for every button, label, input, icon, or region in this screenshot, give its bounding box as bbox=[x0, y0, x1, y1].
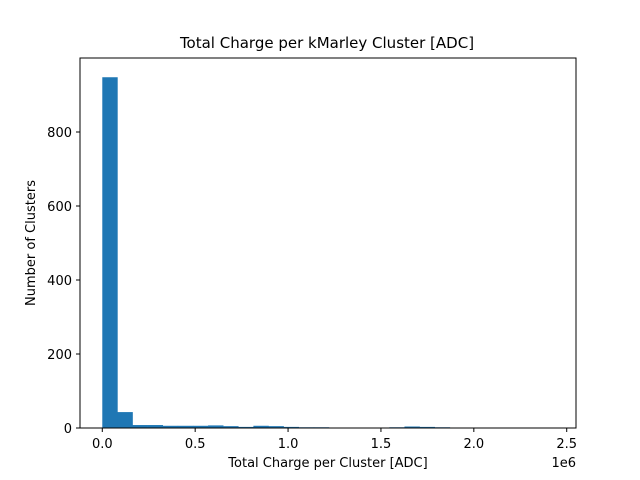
bars-group bbox=[102, 77, 556, 429]
y-tick-label: 800 bbox=[47, 126, 72, 141]
x-axis-label: Total Charge per Cluster [ADC] bbox=[227, 456, 427, 471]
x-tick-label: 2.5 bbox=[556, 437, 577, 452]
y-tick-label: 600 bbox=[47, 200, 72, 215]
histogram-bar bbox=[147, 425, 164, 428]
histogram-bar bbox=[192, 425, 209, 428]
x-tick-label: 1.5 bbox=[371, 437, 392, 452]
x-axis-ticks: 0.0 0.5 1.0 1.5 2.0 2.5 bbox=[92, 428, 577, 452]
histogram-bar bbox=[283, 426, 299, 428]
x-tick-label: 2.0 bbox=[463, 437, 484, 452]
histogram-bar bbox=[238, 426, 254, 428]
histogram-bar bbox=[253, 425, 269, 428]
y-tick-label: 0 bbox=[64, 422, 72, 437]
x-tick-label: 0.5 bbox=[185, 437, 206, 452]
histogram-bar bbox=[132, 425, 148, 428]
histogram-bar bbox=[208, 425, 224, 428]
histogram-bar bbox=[223, 426, 239, 428]
x-axis-offset-label: 1e6 bbox=[551, 456, 576, 471]
chart-title: Total Charge per kMarley Cluster [ADC] bbox=[179, 34, 474, 52]
y-tick-label: 200 bbox=[47, 348, 72, 363]
x-tick-label: 1.0 bbox=[278, 437, 299, 452]
histogram-bar bbox=[419, 426, 435, 428]
histogram-bar bbox=[404, 426, 420, 428]
histogram-bar bbox=[268, 426, 284, 428]
y-axis-ticks: 0 200 400 600 800 bbox=[47, 126, 80, 437]
plot-frame bbox=[79, 57, 577, 429]
histogram-bar bbox=[117, 412, 133, 428]
x-tick-label: 0.0 bbox=[92, 437, 113, 452]
y-tick-label: 400 bbox=[47, 274, 72, 289]
histogram-bar bbox=[177, 425, 194, 428]
histogram-bar bbox=[162, 425, 179, 428]
y-axis-label: Number of Clusters bbox=[24, 180, 39, 306]
histogram-bar bbox=[102, 77, 118, 429]
